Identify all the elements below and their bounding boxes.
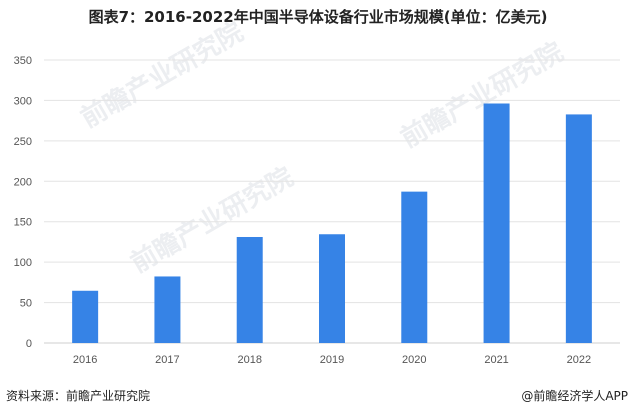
- bar: [565, 114, 592, 343]
- x-tick-label: 2019: [320, 354, 344, 366]
- y-tick-label: 100: [14, 257, 32, 269]
- x-tick-label: 2021: [484, 354, 508, 366]
- x-tick-label: 2020: [402, 354, 426, 366]
- credit-note: @前瞻经济学人APP: [521, 389, 628, 403]
- source-note: 资料来源：前瞻产业研究院: [6, 389, 151, 403]
- bar: [236, 236, 263, 343]
- y-tick-label: 0: [26, 338, 32, 350]
- y-tick-label: 250: [14, 136, 32, 148]
- x-tick-label: 2018: [237, 354, 261, 366]
- y-tick-label: 200: [14, 176, 32, 188]
- x-tick-label: 2016: [73, 354, 97, 366]
- y-tick-label: 150: [14, 217, 32, 229]
- x-tick-label: 2017: [155, 354, 179, 366]
- y-tick-label: 50: [20, 298, 32, 310]
- x-tick-label: 2022: [567, 354, 591, 366]
- y-tick-label: 350: [14, 55, 32, 67]
- chart-title: 图表7：2016-2022年中国半导体设备行业市场规模(单位：亿美元): [88, 8, 548, 26]
- bar: [72, 290, 99, 343]
- bar: [319, 234, 345, 343]
- bar: [401, 191, 428, 343]
- bar: [483, 103, 510, 343]
- bar: [154, 276, 181, 343]
- y-tick-label: 300: [14, 95, 32, 107]
